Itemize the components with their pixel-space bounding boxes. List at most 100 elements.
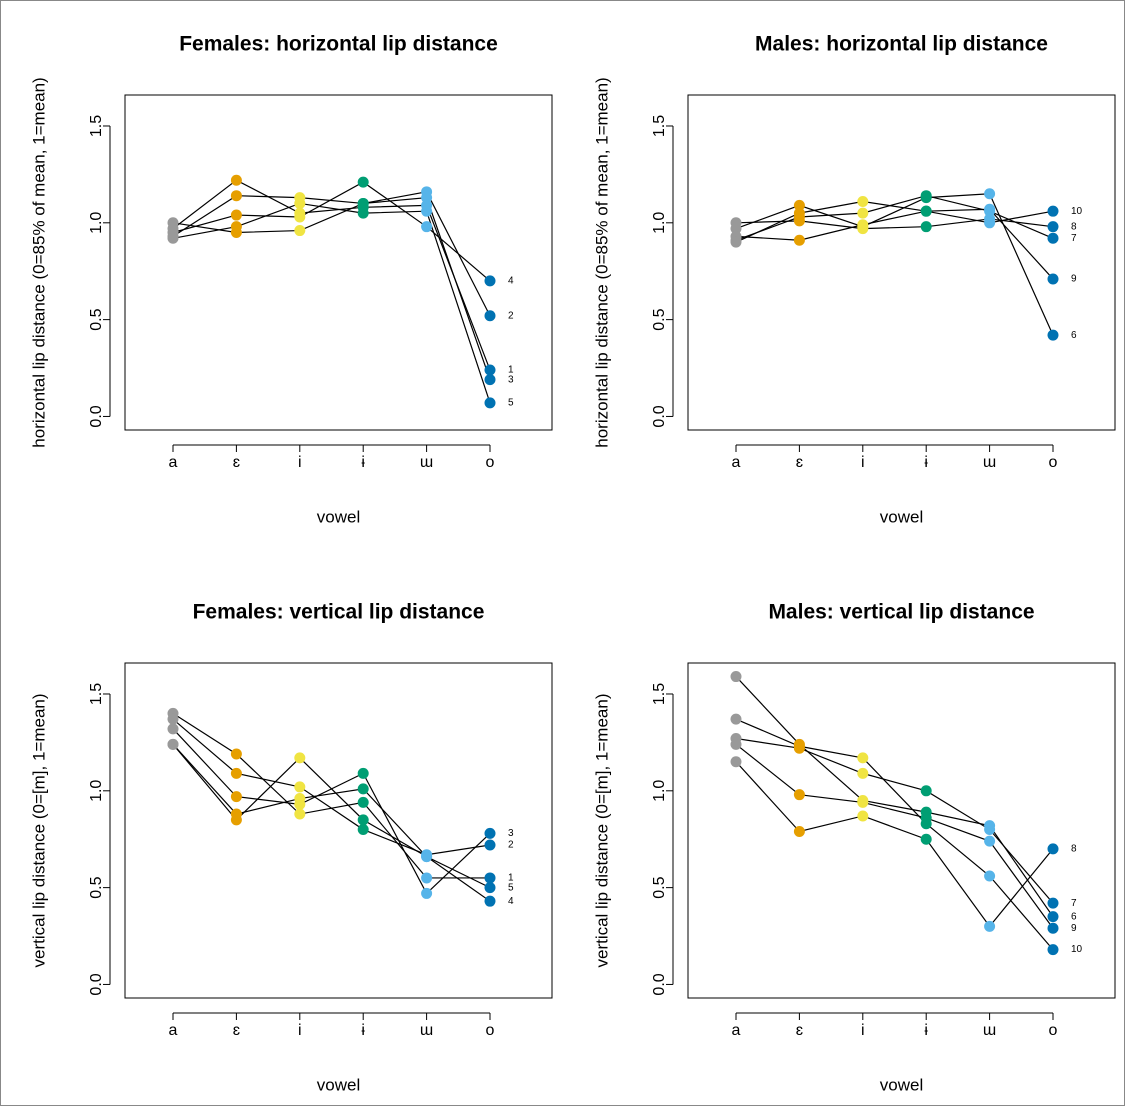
plot-frame <box>124 662 553 999</box>
series-end-label: 9 <box>1071 274 1077 285</box>
data-point <box>484 397 496 409</box>
data-point <box>920 190 932 202</box>
series-end-label: 5 <box>508 398 514 409</box>
data-point <box>793 789 805 801</box>
data-point <box>984 835 996 847</box>
data-point <box>793 234 805 246</box>
data-point <box>357 824 369 836</box>
series-line <box>735 676 1054 918</box>
data-point <box>484 827 496 839</box>
series-end-label: 6 <box>1071 911 1077 922</box>
series-end-label: 10 <box>1071 206 1083 217</box>
data-point <box>230 190 242 202</box>
data-point <box>730 217 742 229</box>
y-tick-label: 0.0 <box>88 973 105 995</box>
data-point <box>793 740 805 752</box>
series-line <box>172 191 491 317</box>
data-point <box>230 221 242 233</box>
x-tick-label: o <box>1049 454 1058 471</box>
data-point <box>484 275 496 287</box>
x-tick-label: ɯ <box>983 1022 996 1039</box>
series-end-label: 3 <box>508 374 514 385</box>
series-end-label: 7 <box>1071 898 1077 909</box>
data-point <box>1047 205 1059 217</box>
data-point <box>421 192 433 204</box>
data-point <box>793 207 805 219</box>
data-point <box>357 783 369 795</box>
data-point <box>230 791 242 803</box>
data-point <box>230 767 242 779</box>
data-point <box>920 785 932 797</box>
data-point <box>984 188 996 200</box>
data-point <box>294 197 306 209</box>
data-point <box>484 839 496 851</box>
data-point <box>984 870 996 882</box>
y-tick-label: 1.5 <box>651 115 668 137</box>
x-tick-label: ɨ <box>361 1022 365 1039</box>
series-line <box>735 761 1054 928</box>
data-point <box>421 887 433 899</box>
x-tick-label: i <box>298 1022 302 1039</box>
data-point <box>730 713 742 725</box>
data-point <box>1047 944 1059 956</box>
data-point <box>920 833 932 845</box>
series-end-label: 8 <box>1071 844 1077 855</box>
data-point <box>167 232 179 244</box>
x-tick-label: ɨ <box>924 454 928 471</box>
y-tick-label: 1.0 <box>88 780 105 802</box>
x-tick-label: o <box>1049 1022 1058 1039</box>
data-point <box>294 211 306 223</box>
data-point <box>484 872 496 884</box>
data-point <box>357 767 369 779</box>
data-point <box>1047 911 1059 923</box>
chart-title: Males: horizontal lip distance <box>755 33 1048 56</box>
x-tick-label: ɛ <box>796 454 803 471</box>
data-point <box>294 752 306 764</box>
y-tick-label: 0.0 <box>88 405 105 427</box>
y-tick-label: 1.0 <box>88 212 105 234</box>
x-axis-label: vowel <box>880 1075 923 1094</box>
data-point <box>421 872 433 884</box>
data-point <box>1047 897 1059 909</box>
series-end-label: 8 <box>1071 221 1077 232</box>
series-end-label: 7 <box>1071 233 1077 244</box>
data-point <box>294 793 306 805</box>
plot-frame <box>124 94 553 431</box>
x-tick-label: o <box>486 454 495 471</box>
data-point <box>1047 329 1059 341</box>
data-point <box>167 723 179 735</box>
x-tick-label: a <box>732 1022 741 1039</box>
data-point <box>167 738 179 750</box>
chart-title: Females: vertical lip distance <box>193 601 485 624</box>
series-line <box>172 196 491 380</box>
data-point <box>793 215 805 227</box>
data-point <box>857 219 869 231</box>
data-point <box>1047 843 1059 855</box>
series-line <box>172 743 491 889</box>
y-axis-label: horizontal lip distance (0=85% of mean, … <box>29 77 48 447</box>
y-tick-label: 1.5 <box>88 115 105 137</box>
x-tick-label: ɯ <box>420 1022 433 1039</box>
y-tick-label: 0.5 <box>651 308 668 330</box>
x-tick-label: ɛ <box>233 454 240 471</box>
series-end-label: 1 <box>508 365 514 376</box>
series-line <box>172 179 491 371</box>
series-line <box>735 200 1054 243</box>
x-tick-label: ɯ <box>420 454 433 471</box>
data-point <box>857 796 869 808</box>
y-tick-label: 1.0 <box>651 212 668 234</box>
y-tick-label: 1.5 <box>651 683 668 705</box>
data-point <box>920 221 932 233</box>
series-end-label: 9 <box>1071 923 1077 934</box>
y-axis-label: vertical lip distance (0=[m], 1=mean) <box>29 693 48 967</box>
data-point <box>857 196 869 208</box>
x-tick-label: ɯ <box>983 454 996 471</box>
x-tick-label: ɨ <box>924 1022 928 1039</box>
series-end-label: 10 <box>1071 944 1083 955</box>
data-point <box>857 810 869 822</box>
data-point <box>857 752 869 764</box>
data-point <box>1047 273 1059 285</box>
data-point <box>984 217 996 229</box>
